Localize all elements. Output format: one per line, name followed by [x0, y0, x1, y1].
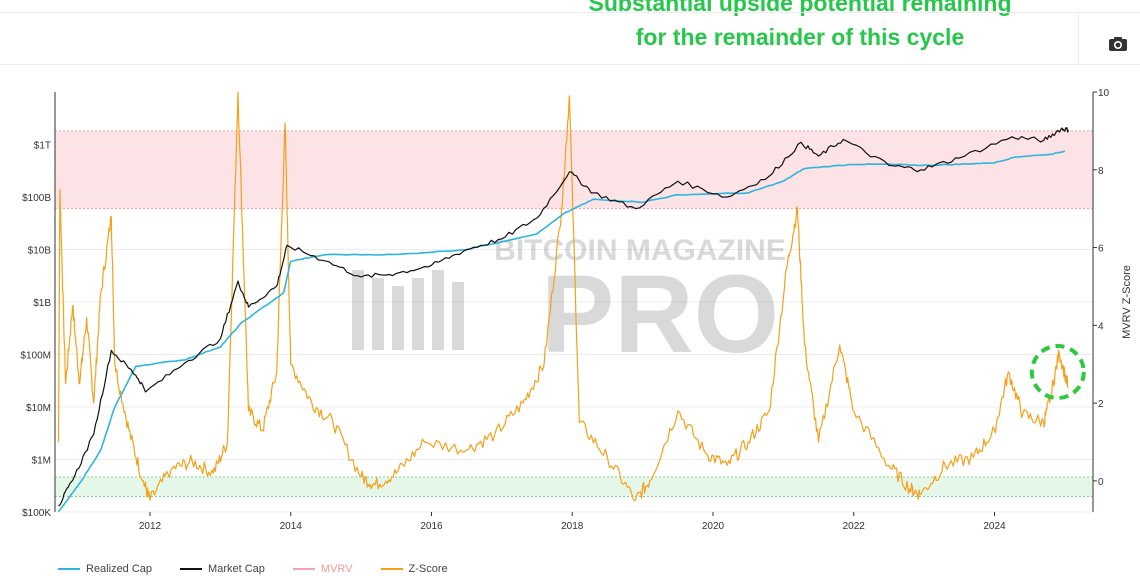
legend-swatch-market-cap [180, 568, 203, 570]
series-realized-cap [57, 150, 1066, 513]
legend-label-mvrv: MVRV [320, 563, 353, 575]
left-tick-label: $100M [20, 351, 51, 362]
right-axis-title: MVRV Z-Score [1121, 265, 1133, 339]
legend-swatch-realized-cap [58, 568, 80, 570]
series-lines [57, 91, 1069, 513]
right-tick-label: 2 [1098, 399, 1104, 410]
left-tick-label: $100K [22, 508, 51, 519]
left-tick-label: $100B [22, 193, 51, 204]
right-tick-label: 10 [1098, 88, 1110, 99]
legend-item-z-score[interactable]: Z-Score [380, 562, 448, 576]
header-divider [0, 64, 1140, 65]
right-tick-label: 8 [1098, 166, 1104, 177]
legend-item-mvrv[interactable]: MVRV [292, 562, 353, 576]
watermark: BITCOIN MAGAZINE PRO [352, 234, 786, 376]
legend-label-z-score: Z-Score [408, 563, 448, 575]
series-z-score [57, 91, 1069, 501]
axes: $100K $1M $10M $100M $1B $10B $100B $1T 0 2 4 6 8 10 2… [20, 88, 1133, 532]
legend-item-realized-cap[interactable]: Realized Cap [58, 562, 152, 576]
watermark-logo-icon [352, 270, 464, 350]
x-tick-label: 2022 [843, 521, 866, 532]
series-market-cap [58, 127, 1069, 507]
headline-line-2: for the remainder of this cycle [635, 24, 965, 50]
left-tick-label: $10M [26, 403, 51, 414]
legend-item-market-cap[interactable]: Market Cap [180, 562, 265, 576]
x-tick-label: 2012 [139, 521, 162, 532]
left-tick-label: $10B [28, 246, 52, 257]
headline: Substantial upside potential remaining f… [540, 0, 1060, 54]
x-tick-label: 2014 [280, 521, 303, 532]
legend-label-market-cap: Market Cap [208, 563, 265, 575]
top-divider [0, 12, 1140, 13]
left-tick-label: $1B [33, 298, 51, 309]
watermark-line-1: BITCOIN MAGAZINE [494, 234, 786, 267]
left-tick-label: $1M [32, 456, 51, 467]
toolbar-divider [1078, 13, 1079, 64]
legend-swatch-mvrv [292, 568, 315, 570]
legend-label-realized-cap: Realized Cap [86, 563, 153, 575]
green-zone [55, 477, 1093, 497]
legend: Realized Cap Market Cap MVRV Z-Score [58, 562, 448, 576]
x-tick-label: 2016 [420, 521, 443, 532]
x-tick-label: 2020 [702, 521, 725, 532]
right-tick-label: 4 [1098, 321, 1104, 332]
x-tick-label: 2018 [561, 521, 584, 532]
right-tick-label: 6 [1098, 244, 1104, 255]
x-tick-label: 2024 [983, 521, 1006, 532]
headline-line-1: Substantial upside potential remaining [588, 0, 1012, 16]
left-tick-label: $1T [34, 141, 51, 152]
annotations [1029, 344, 1086, 400]
right-tick-label: 0 [1098, 477, 1104, 488]
camera-icon[interactable] [1108, 36, 1128, 52]
watermark-line-2: PRO [541, 253, 779, 376]
mvrv-chart: BITCOIN MAGAZINE PRO $100K$1M$10M$100M$1… [20, 88, 1133, 532]
annotation-circle [1029, 344, 1086, 400]
legend-swatch-z-score [380, 568, 403, 570]
